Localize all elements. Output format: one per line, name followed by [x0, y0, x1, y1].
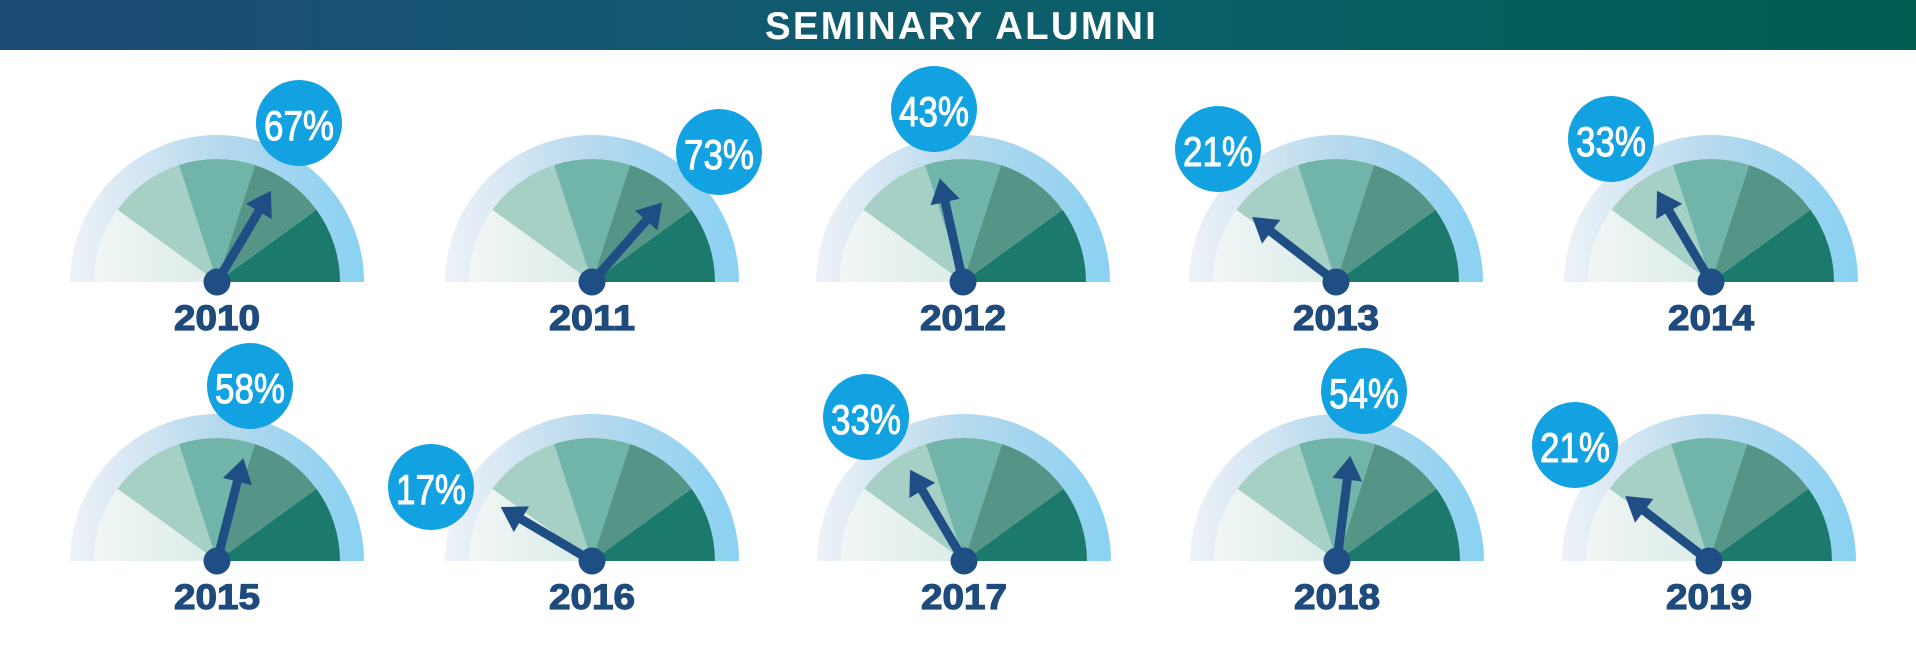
svg-text:33%: 33%	[831, 396, 901, 443]
svg-text:2015: 2015	[174, 577, 260, 617]
svg-text:33%: 33%	[1576, 118, 1646, 165]
svg-text:2016: 2016	[549, 577, 635, 617]
svg-text:2011: 2011	[549, 298, 635, 338]
svg-text:21%: 21%	[1540, 424, 1610, 471]
svg-text:17%: 17%	[396, 466, 466, 513]
svg-text:58%: 58%	[215, 365, 285, 412]
svg-text:67%: 67%	[264, 102, 334, 149]
svg-text:2014: 2014	[1668, 298, 1754, 338]
svg-text:2013: 2013	[1293, 298, 1379, 338]
svg-text:54%: 54%	[1329, 370, 1399, 417]
svg-text:2010: 2010	[174, 298, 260, 338]
svg-text:21%: 21%	[1183, 128, 1253, 175]
svg-text:2012: 2012	[920, 298, 1006, 338]
svg-text:2018: 2018	[1294, 577, 1380, 617]
svg-text:2019: 2019	[1666, 577, 1752, 617]
svg-text:43%: 43%	[899, 88, 969, 135]
svg-text:73%: 73%	[684, 131, 754, 178]
svg-text:2017: 2017	[921, 577, 1007, 617]
